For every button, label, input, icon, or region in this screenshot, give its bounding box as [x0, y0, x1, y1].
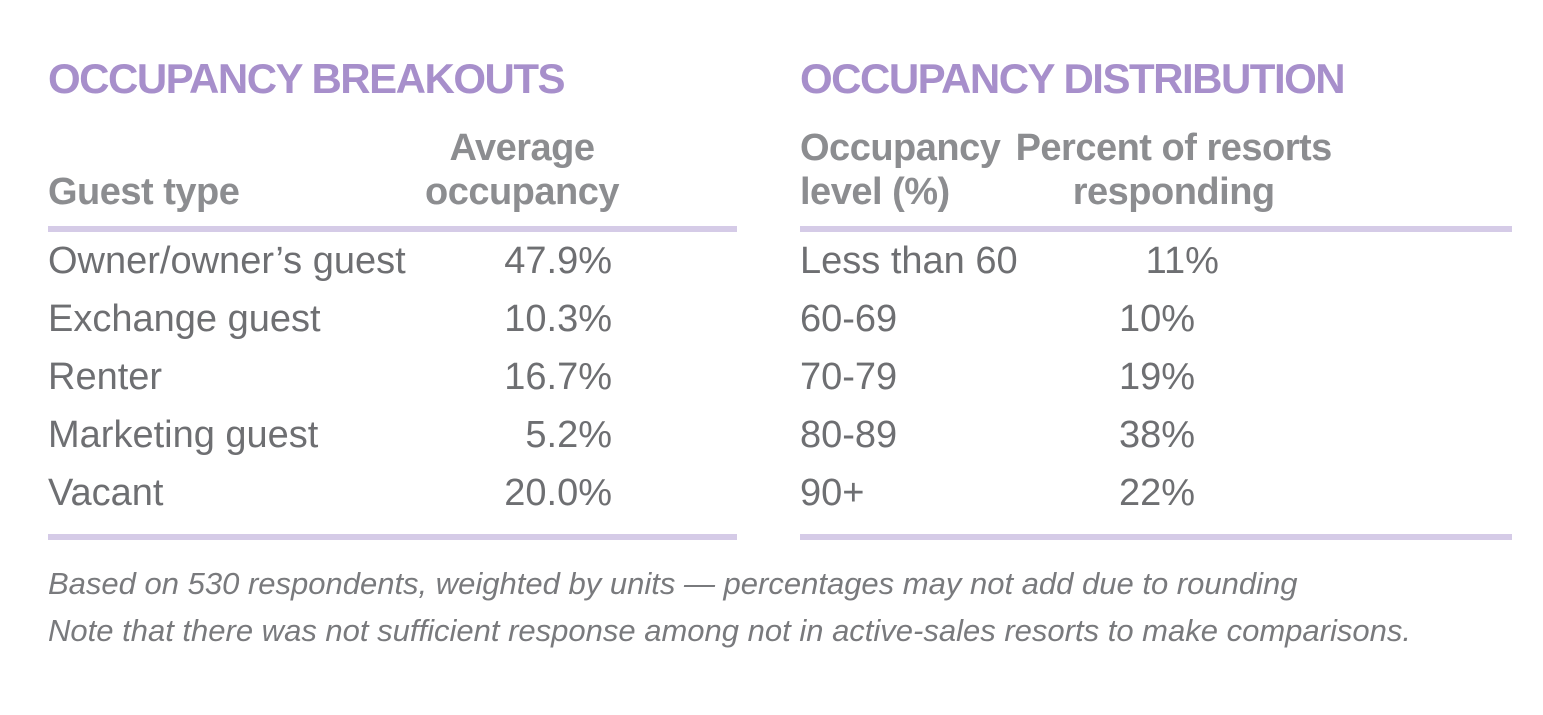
- footnotes: Based on 530 respondents, weighted by un…: [48, 560, 1518, 654]
- table-row: Renter 16.7%: [48, 348, 737, 406]
- footnote-insufficient-response: Note that there was not sufficient respo…: [48, 613, 1411, 648]
- column-header-guest-type: Guest type: [48, 171, 240, 213]
- column-header-average-occupancy: Average occupancy: [424, 127, 620, 213]
- column-header-percent-responding: Percent of resorts responding: [1015, 127, 1333, 213]
- breakouts-header-row: Guest type Average occupancy: [48, 126, 737, 232]
- occupancy-level-cell: 80-89: [800, 414, 898, 456]
- table-row: 70-79 19%: [800, 348, 1512, 406]
- percent-responding-cell: 19%: [1118, 356, 1196, 398]
- occupancy-level-cell: Less than 60: [800, 240, 1018, 282]
- percent-responding-cell: 22%: [1118, 472, 1196, 514]
- occupancy-distribution-table: OCCUPANCY DISTRIBUTION Occupancy level (…: [800, 58, 1512, 540]
- average-occupancy-cell: 16.7%: [504, 356, 612, 398]
- table-row: Owner/owner’s guest 47.9%: [48, 232, 737, 290]
- column-header-occupancy-level-label: Occupancy level (%): [800, 127, 1001, 213]
- distribution-body: Less than 60 11% 60-69 10% 70-79 19% 80-…: [800, 232, 1512, 540]
- table-row: 90+ 22%: [800, 464, 1512, 522]
- occupancy-distribution-title: OCCUPANCY DISTRIBUTION: [800, 55, 1346, 102]
- occupancy-breakouts-table: OCCUPANCY BREAKOUTS Guest type Average o…: [48, 58, 737, 540]
- guest-type-cell: Marketing guest: [48, 414, 319, 456]
- guest-type-cell: Owner/owner’s guest: [48, 240, 406, 282]
- table-row: 60-69 10%: [800, 290, 1512, 348]
- breakouts-body: Owner/owner’s guest 47.9% Exchange guest…: [48, 232, 737, 540]
- occupancy-breakouts-title: OCCUPANCY BREAKOUTS: [48, 55, 565, 102]
- occupancy-level-cell: 90+: [800, 472, 865, 514]
- guest-type-cell: Vacant: [48, 472, 164, 514]
- guest-type-cell: Renter: [48, 356, 163, 398]
- footnote-respondents: Based on 530 respondents, weighted by un…: [48, 566, 1298, 601]
- table-row: 80-89 38%: [800, 406, 1512, 464]
- table-row: Exchange guest 10.3%: [48, 290, 737, 348]
- percent-responding-cell: 38%: [1118, 414, 1196, 456]
- table-row: Vacant 20.0%: [48, 464, 737, 522]
- average-occupancy-cell: 5.2%: [525, 414, 612, 456]
- table-row: Marketing guest 5.2%: [48, 406, 737, 464]
- column-header-occupancy-level: Occupancy level (%): [800, 126, 1001, 214]
- average-occupancy-cell: 10.3%: [504, 298, 612, 340]
- percent-responding-cell: 10%: [1118, 298, 1196, 340]
- occupancy-level-cell: 70-79: [800, 356, 898, 398]
- average-occupancy-cell: 20.0%: [504, 472, 612, 514]
- guest-type-cell: Exchange guest: [48, 298, 321, 340]
- distribution-header-row: Occupancy level (%) Percent of resorts r…: [800, 126, 1512, 232]
- table-row: Less than 60 11%: [800, 232, 1512, 290]
- percent-responding-cell: 11%: [1145, 240, 1219, 282]
- occupancy-level-cell: 60-69: [800, 298, 898, 340]
- average-occupancy-cell: 47.9%: [504, 240, 612, 282]
